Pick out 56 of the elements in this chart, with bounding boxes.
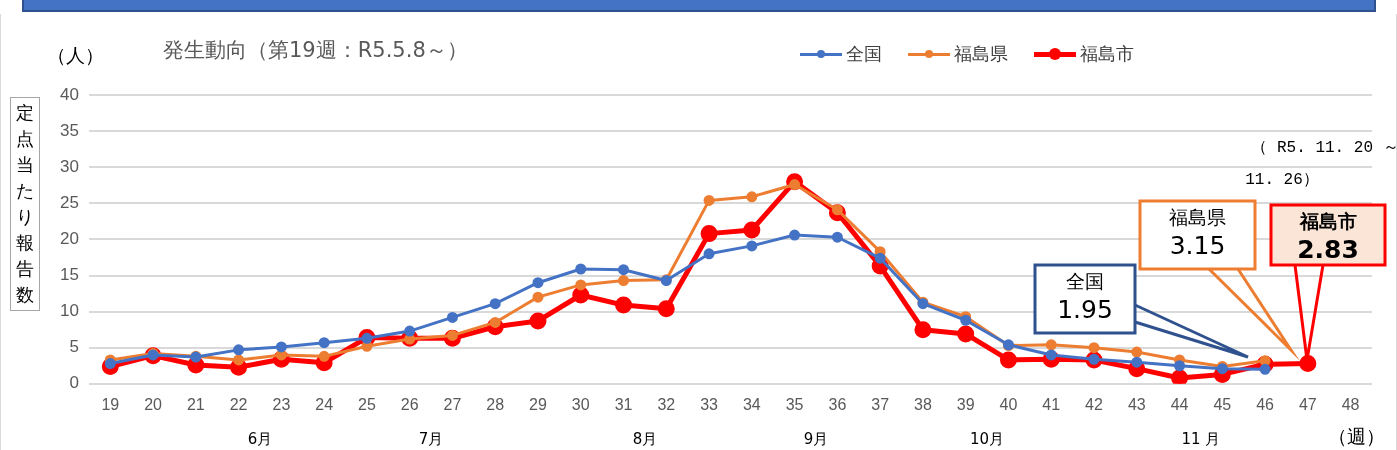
- x-tick-label: 36: [828, 395, 847, 413]
- chart-title: 発生動向（第19週：R5.5.8～）: [163, 37, 468, 64]
- x-tick-label: 22: [229, 395, 248, 413]
- x-tick-label: 23: [272, 395, 291, 413]
- legend-label: 福島県: [954, 42, 1008, 66]
- text: 6月: [247, 429, 273, 448]
- x-tick-label: 40: [999, 395, 1018, 413]
- x-tick-label: 32: [657, 395, 676, 413]
- legend-label: 全国: [846, 42, 882, 66]
- y-axis-title: 定点当たり報告数: [12, 100, 38, 308]
- text: 8月: [632, 429, 658, 448]
- x-tick-label: 24: [315, 395, 334, 413]
- x-tick-label: 42: [1085, 395, 1103, 413]
- x-axis-title: （週）: [1328, 424, 1385, 447]
- x-tick-label: 33: [700, 395, 719, 413]
- annotation: （ R5. 11. 20 ～ 11. 26）: [1245, 139, 1397, 190]
- y-tick-label: 35: [59, 120, 79, 140]
- text: 11 月: [1181, 429, 1221, 448]
- x-tick-label: 26: [400, 395, 419, 413]
- x-tick-label: 19: [101, 395, 120, 413]
- x-tick-label: 20: [144, 395, 163, 413]
- x-tick-label: 30: [571, 395, 590, 413]
- text: 9月: [803, 429, 829, 448]
- x-tick-label: 43: [1127, 395, 1146, 413]
- x-tick-label: 41: [1042, 395, 1061, 413]
- y-tick-label: 15: [59, 265, 79, 285]
- legend-label: 福島市: [1080, 42, 1134, 66]
- y-tick-label: 25: [59, 192, 79, 212]
- y-tick-label: 20: [59, 229, 79, 249]
- x-tick-label: 48: [1341, 395, 1360, 413]
- x-tick-label: 27: [443, 395, 462, 413]
- x-tick-label: 47: [1298, 395, 1317, 413]
- y-tick-label: 40: [59, 84, 79, 104]
- x-tick-label: 29: [529, 395, 547, 413]
- x-tick-label: 35: [785, 395, 804, 413]
- annotation: 福島市 2.83: [1297, 209, 1359, 264]
- annotation: 全国 1.95: [1057, 269, 1113, 324]
- text: 7月: [418, 429, 444, 448]
- x-tick-label: 34: [742, 395, 761, 413]
- x-tick-label: 39: [956, 395, 975, 413]
- x-tick-label: 25: [358, 395, 376, 413]
- x-tick-label: 38: [914, 395, 932, 413]
- x-tick-label: 44: [1170, 395, 1189, 413]
- y-tick-label: 30: [59, 156, 79, 176]
- y-tick-label: 10: [59, 301, 79, 321]
- x-tick-label: 37: [871, 395, 890, 413]
- text: （人）: [46, 43, 104, 66]
- annotation: 福島県 3.15: [1169, 205, 1226, 260]
- x-tick-label: 21: [186, 395, 205, 413]
- x-tick-label: 28: [486, 395, 505, 413]
- y-tick-label: 0: [69, 373, 79, 393]
- x-tick-label: 45: [1213, 395, 1232, 413]
- x-tick-label: 31: [614, 395, 633, 413]
- x-tick-label: 46: [1256, 395, 1275, 413]
- y-tick-label: 5: [69, 337, 79, 357]
- text: 10月: [970, 429, 1005, 448]
